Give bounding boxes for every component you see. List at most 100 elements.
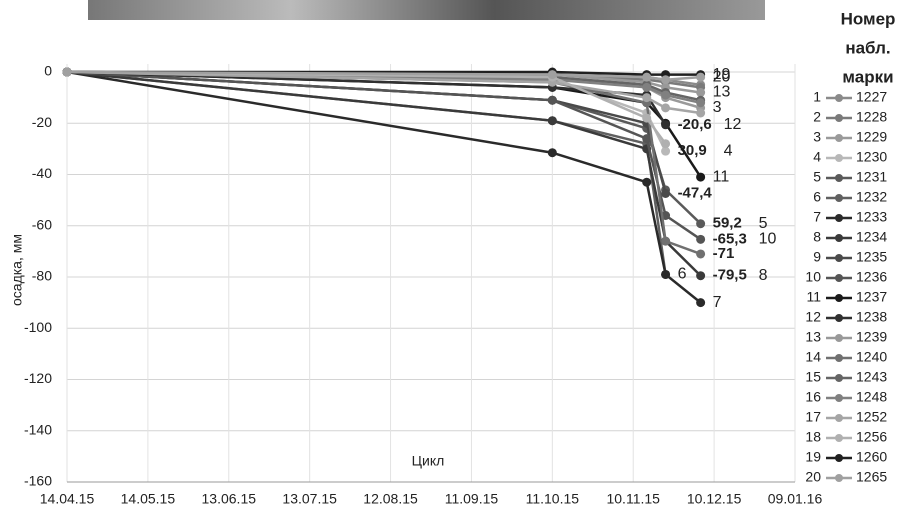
legend-name: 1230	[856, 149, 887, 165]
x-tick-label: 11.10.15	[526, 491, 580, 507]
legend-swatch	[835, 174, 843, 182]
x-tick-label: 09.01.16	[768, 491, 823, 507]
legend-swatch	[835, 354, 843, 362]
legend-id: 2	[813, 109, 821, 125]
legend-id: 19	[805, 449, 821, 465]
legend-swatch	[835, 334, 843, 342]
series-line	[67, 72, 701, 276]
legend-swatch	[835, 194, 843, 202]
legend-name: 1236	[856, 269, 887, 285]
end-label: 12	[724, 116, 742, 133]
data-point	[696, 249, 705, 258]
legend-name: 1229	[856, 129, 887, 145]
data-point	[548, 70, 557, 79]
y-tick-label: -40	[32, 165, 52, 181]
data-point	[661, 75, 670, 84]
legend-name: 1235	[856, 249, 887, 265]
data-point	[696, 235, 705, 244]
legend-id: 10	[805, 269, 821, 285]
legend-id: 4	[813, 149, 821, 165]
end-label: 8	[759, 267, 768, 284]
x-tick-label: 10.12.15	[687, 491, 742, 507]
legend-name: 1228	[856, 109, 887, 125]
legend-swatch	[835, 134, 843, 142]
legend-id: 13	[805, 329, 821, 345]
legend-id: 5	[813, 169, 821, 185]
data-point	[661, 139, 670, 148]
y-tick-label: -120	[24, 370, 52, 386]
data-point	[661, 120, 670, 129]
data-point	[548, 96, 557, 105]
legend-name: 1233	[856, 209, 887, 225]
legend-name: 1232	[856, 189, 887, 205]
end-label: 7	[713, 294, 722, 311]
legend-name: 1252	[856, 409, 887, 425]
legend-swatch	[835, 94, 843, 102]
data-point	[642, 93, 651, 102]
y-tick-label: 0	[44, 63, 52, 79]
x-tick-label: 11.09.15	[445, 491, 499, 507]
legend-swatch	[835, 314, 843, 322]
end-label: 11	[713, 168, 730, 185]
y-tick-label: -100	[24, 319, 52, 335]
legend-swatch	[835, 154, 843, 162]
value-label: -20,6	[678, 116, 712, 133]
data-point	[696, 173, 705, 182]
legend-name: 1265	[856, 469, 887, 485]
end-label: 20	[713, 68, 731, 85]
legend-swatch	[835, 214, 843, 222]
y-tick-label: -160	[24, 473, 52, 489]
x-axis-title: Цикл	[412, 453, 445, 469]
legend-swatch	[835, 234, 843, 242]
legend-name: 1260	[856, 449, 887, 465]
legend-title: набл.	[845, 38, 890, 57]
legend-id: 6	[813, 189, 821, 205]
legend-id: 18	[805, 429, 821, 445]
legend-id: 9	[813, 249, 821, 265]
data-point	[661, 103, 670, 112]
data-point	[696, 298, 705, 307]
legend-name: 1234	[856, 229, 887, 245]
data-point	[642, 83, 651, 92]
legend-id: 7	[813, 209, 821, 225]
x-tick-label: 12.08.15	[363, 491, 418, 507]
legend-name: 1240	[856, 349, 887, 365]
x-tick-label: 10.11.15	[606, 491, 660, 507]
data-point	[661, 237, 670, 246]
legend-name: 1256	[856, 429, 887, 445]
data-point	[642, 114, 651, 123]
data-point	[548, 116, 557, 125]
data-point	[661, 189, 670, 198]
y-tick-label: -140	[24, 421, 52, 437]
legend-title: Номер	[841, 9, 896, 28]
chart: Цикл осадка, мм Номер набл. марки 0-20-4…	[0, 0, 905, 510]
value-label: -79,5	[713, 267, 747, 284]
end-label: 10	[759, 231, 777, 248]
legend-name: 1239	[856, 329, 887, 345]
y-axis-title: осадка, мм	[9, 234, 25, 306]
data-point	[696, 271, 705, 280]
x-tick-label: 14.04.15	[40, 491, 95, 507]
series-line	[67, 72, 701, 303]
legend-swatch	[835, 254, 843, 262]
legend-swatch	[835, 294, 843, 302]
legend-id: 17	[805, 409, 821, 425]
end-label: 6	[678, 266, 687, 283]
legend-id: 1	[813, 89, 821, 105]
legend-id: 12	[805, 309, 821, 325]
legend-name: 1227	[856, 89, 887, 105]
legend-id: 11	[806, 289, 821, 305]
data-point	[696, 219, 705, 228]
end-label: 13	[713, 84, 731, 101]
end-label: 3	[713, 99, 722, 116]
y-tick-label: -20	[32, 114, 52, 130]
data-point	[642, 73, 651, 82]
legend-name: 1248	[856, 389, 887, 405]
data-point	[696, 109, 705, 118]
legend-swatch	[835, 474, 843, 482]
legend-swatch	[835, 414, 843, 422]
legend-id: 20	[805, 469, 821, 485]
y-tick-label: -60	[32, 216, 52, 232]
value-label: -47,4	[678, 184, 713, 201]
data-point	[696, 88, 705, 97]
